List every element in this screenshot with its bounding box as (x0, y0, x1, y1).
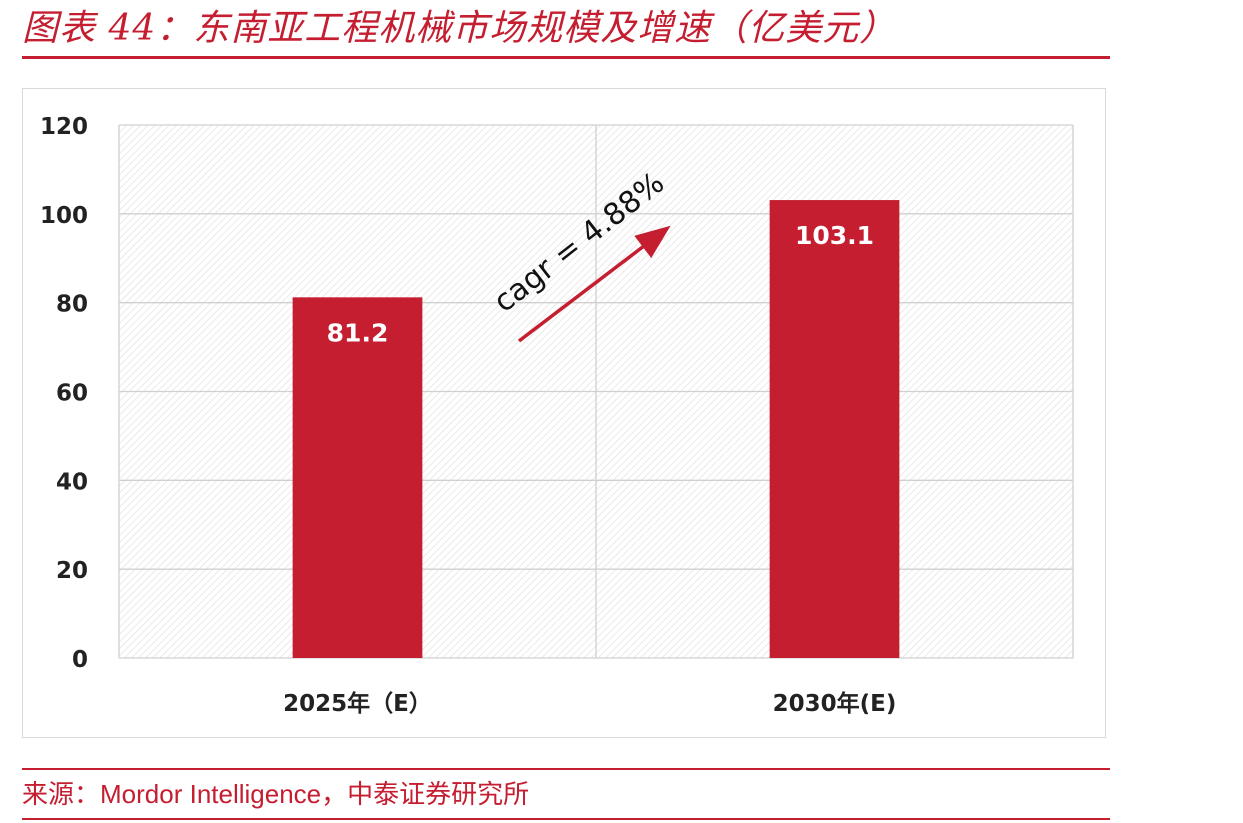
y-tick-label: 20 (56, 558, 88, 584)
y-tick-label: 60 (56, 381, 88, 407)
source-name: Mordor Intelligence (100, 779, 322, 809)
gridlines (118, 124, 1074, 659)
bottom-rule (22, 818, 1110, 820)
bar-chart: 0 20 40 60 80 100 120 81.2 103.1 2025年（E） 2030年(… (40, 114, 1074, 717)
source-suffix: ，中泰证券研究所 (321, 780, 530, 810)
bars: 81.2 103.1 (292, 200, 900, 659)
source-divider (22, 768, 1110, 770)
bar (769, 200, 900, 659)
title-underline (22, 56, 1110, 59)
figure-title: 图表 44：东南亚工程机械市场规模及增速（亿美元） (22, 8, 897, 49)
y-tick-label: 80 (56, 292, 88, 318)
y-axis-tick-labels: 0 20 40 60 80 100 120 (40, 114, 88, 673)
x-axis-tick-labels: 2025年（E） 2030年(E) (283, 690, 896, 717)
source-note: 来源：Mordor Intelligence，中泰证券研究所 (22, 772, 529, 816)
y-tick-label: 0 (72, 647, 88, 673)
bar (292, 297, 423, 658)
bar-value-label: 103.1 (795, 221, 874, 250)
cagr-arrow (517, 225, 671, 343)
source-prefix: 来源： (22, 780, 101, 810)
y-tick-label: 120 (40, 114, 88, 140)
x-tick-label: 2030年(E) (773, 690, 897, 717)
y-tick-label: 40 (56, 469, 88, 495)
x-tick-label: 2025年（E） (283, 690, 432, 717)
bar-value-label: 81.2 (327, 318, 389, 347)
y-tick-label: 100 (40, 203, 88, 229)
